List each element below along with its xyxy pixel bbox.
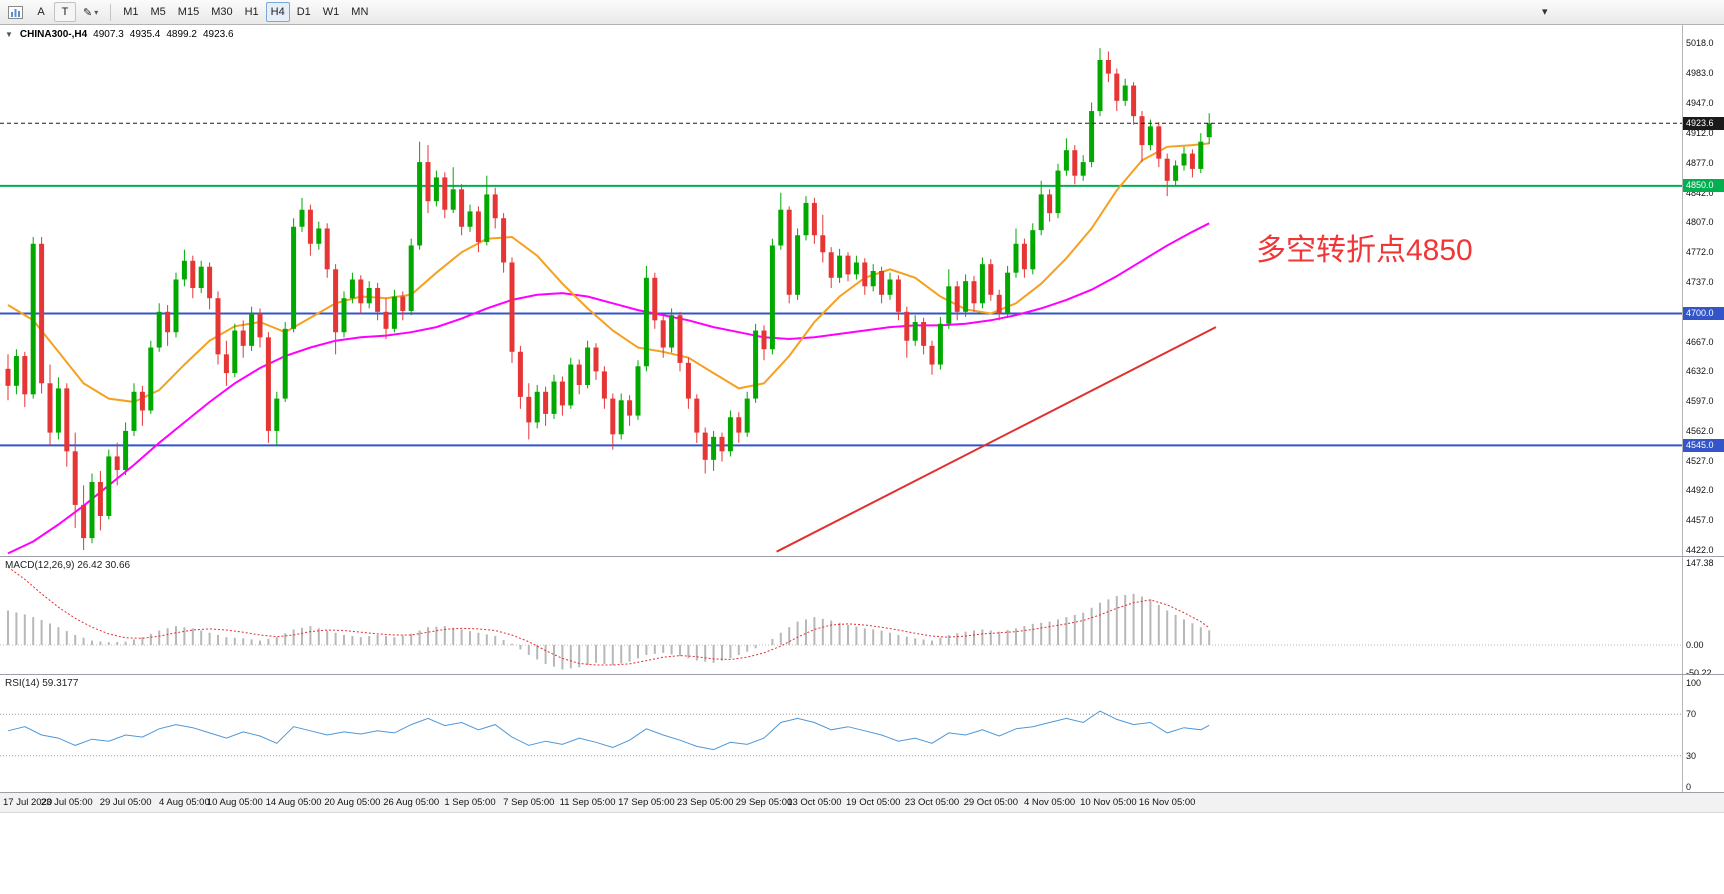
rsi-panel[interactable]: RSI(14) 59.3177 100 70 30 0 — [0, 675, 1724, 793]
time-axis-label: 10 Nov 05:00 — [1080, 797, 1137, 808]
price-axis-label: 4457.0 — [1686, 515, 1714, 526]
macd-axis-label: 0.00 — [1686, 640, 1704, 650]
time-axis-label: 26 Aug 05:00 — [383, 797, 440, 808]
timeframe-button-D1[interactable]: D1 — [292, 2, 316, 22]
rsi-axis-label: 30 — [1686, 750, 1697, 761]
time-axis-label: 7 Sep 05:00 — [503, 797, 555, 808]
toolbar-overflow-icon[interactable]: ▾ — [1542, 6, 1548, 18]
price-axis-label: 4737.0 — [1686, 277, 1714, 288]
macd-panel[interactable]: MACD(12,26,9) 26.42 30.66 147.38 0.00 -50.… — [0, 557, 1724, 678]
price-badge-4850.0[interactable]: 4850.0 — [1683, 179, 1724, 193]
price-axis-label: 4597.0 — [1686, 396, 1714, 407]
time-axis-label: 29 Jul 05:00 — [99, 797, 152, 808]
rsi-axis-label: 70 — [1686, 709, 1697, 720]
chart-high-value: 4935.4 — [129, 29, 161, 40]
window-bottom-space — [0, 813, 1724, 893]
price-chart-canvas[interactable] — [0, 25, 1682, 557]
rsi-axis[interactable]: 100 70 30 0 — [1682, 675, 1724, 792]
time-axis-label: 17 Sep 05:00 — [618, 797, 675, 808]
price-axis-label: 4492.0 — [1686, 485, 1714, 496]
timeframe-button-M5[interactable]: M5 — [146, 2, 171, 22]
price-badge-4923.6: 4923.6 — [1683, 116, 1724, 130]
price-axis-label: 4983.0 — [1686, 67, 1714, 78]
rsi-label: RSI(14) 59.3177 — [5, 678, 79, 689]
timeframe-button-W1[interactable]: W1 — [318, 2, 345, 22]
price-axis-label: 4842.0 — [1686, 187, 1714, 198]
macd-axis-label: -50.22 — [1686, 667, 1712, 678]
chevron-down-icon: ▾ — [94, 7, 99, 17]
timeframe-button-MN[interactable]: MN — [346, 2, 373, 22]
price-axis-label: 4912.0 — [1686, 128, 1714, 139]
charts-toolbar-button[interactable] — [3, 2, 28, 22]
ma-slow-line — [7, 222, 1210, 555]
timeframe-button-H4[interactable]: H4 — [265, 2, 290, 22]
price-axis-label: 4632.0 — [1686, 366, 1714, 377]
price-axis[interactable]: 5018.0 4983.0 4947.0 4912.0 4877.0 4842.0 4807… — [1682, 25, 1724, 556]
time-axis-label: 4 Nov 05:00 — [1023, 797, 1076, 808]
tool-a-button[interactable]: A — [30, 2, 52, 22]
price-axis-label: 4562.0 — [1686, 425, 1714, 436]
tool-t-button[interactable]: T — [54, 2, 76, 22]
price-axis-label: 5018.0 — [1686, 38, 1714, 48]
chart-open-value: 4907.3 — [93, 29, 124, 40]
price-axis-label: 4667.0 — [1686, 336, 1714, 347]
timeframe-button-M15[interactable]: M15 — [173, 2, 204, 22]
macd-axis-label: 147.38 — [1686, 557, 1714, 568]
chart-annotation[interactable]: 多空转折点4850 — [1256, 234, 1473, 267]
bar-chart-icon — [8, 5, 23, 19]
time-axis-label: 23 Jul 05:00 — [40, 797, 93, 808]
price-axis-label: 4772.0 — [1686, 247, 1714, 258]
chart-close-value: 4923.6 — [202, 29, 234, 40]
macd-label: MACD(12,26,9) 26.42 30.66 — [5, 560, 131, 571]
time-axis-label: 4 Aug 05:00 — [159, 797, 210, 808]
draw-tools-button[interactable]: ✎ ▾ — [78, 2, 103, 22]
time-axis-label: 13 Oct 05:00 — [787, 797, 842, 808]
timeframe-button-H1[interactable]: H1 — [240, 2, 264, 22]
time-axis-label: 23 Sep 05:00 — [676, 797, 734, 808]
price-axis-label: 4527.0 — [1686, 455, 1714, 466]
timeframe-button-M1[interactable]: M1 — [118, 2, 143, 22]
price-badge-4700.0[interactable]: 4700.0 — [1683, 307, 1724, 320]
time-axis[interactable]: 17 Jul 2020 23 Jul 05:00 29 Jul 05:00 4 Aug… — [0, 793, 1724, 813]
macd-axis[interactable]: 147.38 0.00 -50.22 — [1682, 557, 1724, 678]
rsi-canvas[interactable] — [0, 675, 1682, 793]
timeframe-button-M30[interactable]: M30 — [206, 2, 237, 22]
pencil-icon: ✎ — [83, 6, 93, 19]
chart-ohlc-header: ▼ CHINA300-,H4 4907.3 4935.4 4899.2 4923… — [5, 29, 234, 40]
price-badge-4545.0[interactable]: 4545.0 — [1683, 438, 1724, 452]
time-axis-label: 20 Aug 05:00 — [324, 797, 381, 808]
price-axis-label: 4422.0 — [1686, 545, 1714, 555]
price-chart-panel[interactable]: ▼ CHINA300-,H4 4907.3 4935.4 4899.2 4923… — [0, 25, 1724, 557]
macd-signal-line — [7, 566, 1210, 666]
time-axis-label: 14 Aug 05:00 — [265, 797, 322, 808]
rsi-axis-label: 0 — [1686, 782, 1692, 792]
time-axis-label: 19 Oct 05:00 — [845, 797, 901, 808]
toolbar: A T ✎ ▾ M1 M5 M15 M30 H1 H4 D1 W1 MN ▾ — [0, 0, 1724, 25]
time-axis-label: 10 Aug 05:00 — [206, 797, 263, 808]
ma-fast-line — [7, 142, 1210, 404]
chart-low-value: 4899.2 — [166, 29, 197, 40]
time-axis-label: 11 Sep 05:00 — [559, 797, 616, 808]
price-axis-label: 4807.0 — [1686, 217, 1714, 228]
rsi-line — [7, 710, 1210, 751]
time-axis-label: 16 Nov 05:00 — [1138, 797, 1196, 808]
toolbar-separator — [110, 3, 112, 21]
price-axis-label: 4877.0 — [1686, 157, 1714, 168]
chart-symbol-timeframe: CHINA300-,H4 — [19, 29, 88, 40]
price-axis-label: 4947.0 — [1686, 98, 1714, 109]
time-axis-label: 29 Sep 05:00 — [735, 797, 793, 808]
time-axis-label: 23 Oct 05:00 — [904, 797, 960, 808]
rsi-axis-label: 100 — [1686, 678, 1702, 688]
time-axis-label: 1 Sep 05:00 — [444, 797, 496, 808]
time-axis-label: 17 Jul 2020 — [3, 797, 53, 808]
trendline — [776, 326, 1217, 553]
time-axis-label: 29 Oct 05:00 — [963, 797, 1018, 808]
macd-canvas[interactable] — [0, 557, 1682, 675]
timeframe-group: M1 M5 M15 M30 H1 H4 D1 W1 MN — [118, 2, 373, 22]
symbol-dropdown-icon[interactable]: ▼ — [5, 30, 13, 39]
